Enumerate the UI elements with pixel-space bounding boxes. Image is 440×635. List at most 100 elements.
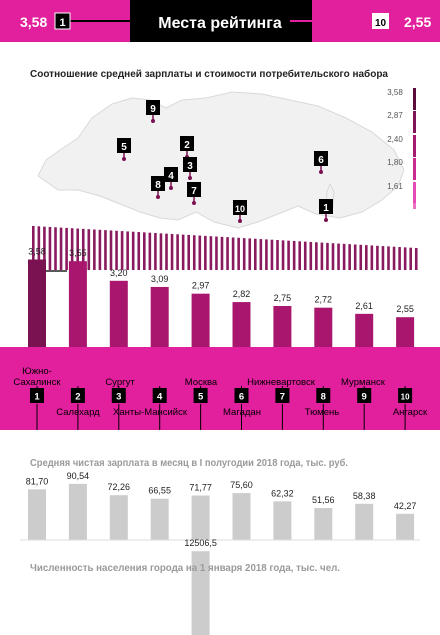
- rank-label: 4: [157, 392, 163, 403]
- stripe-bar: [403, 247, 407, 270]
- rank-badge: 4: [152, 388, 167, 403]
- salary-bar: [150, 498, 169, 540]
- city-name: Магадан: [223, 407, 261, 418]
- map-marker: 5: [117, 138, 131, 161]
- city-name: Москва: [185, 377, 218, 388]
- legend-tick: 2,87: [387, 111, 403, 120]
- salary-value-label: 72,26: [108, 482, 131, 492]
- map-marker: 9: [146, 100, 160, 123]
- rank-label: 10: [401, 393, 410, 402]
- map-marker: 3: [183, 157, 197, 180]
- city-name: Южно-Сахалинск: [13, 366, 61, 388]
- map-marker: 1: [319, 199, 333, 222]
- stripe-bar: [270, 239, 274, 270]
- header-right-rank-box: [372, 13, 389, 29]
- stripe-bar: [65, 227, 68, 270]
- salary-value-label: 58,38: [353, 491, 376, 501]
- rank-badge: 7: [275, 388, 290, 403]
- stripe-bar: [54, 227, 57, 270]
- stripe-bar: [93, 229, 96, 270]
- stripe-bar: [353, 244, 357, 270]
- stripe-bar: [414, 248, 418, 270]
- rank-badge: 3: [111, 388, 126, 403]
- legend-tick: 1,61: [387, 182, 403, 191]
- legend-tick: 2,40: [387, 135, 403, 144]
- salary-bar: [68, 483, 87, 540]
- stripe-bar: [143, 232, 146, 270]
- salary-bar: [355, 503, 374, 540]
- map-marker: 4: [164, 167, 178, 190]
- map-marker-label: 10: [235, 204, 245, 214]
- stripe-bar: [287, 240, 290, 270]
- rank-badge: 8: [316, 388, 331, 403]
- population-title: Численность населения города на 1 января…: [30, 562, 340, 574]
- salary-bar: [396, 513, 415, 540]
- city-name: Тюмень: [305, 407, 339, 418]
- stripe-bar: [292, 240, 296, 270]
- ratio-bar: [314, 307, 333, 348]
- legend-swatch: [413, 135, 416, 157]
- stripe-bar: [326, 242, 329, 270]
- ratio-value-label: 2,61: [355, 301, 373, 311]
- rank-badge: 10: [398, 388, 413, 403]
- stripe-bar: [376, 245, 379, 270]
- stripe-bar: [126, 231, 129, 270]
- salary-bar: [314, 508, 333, 540]
- population-bar: [191, 551, 210, 635]
- map-marker-label: 5: [121, 142, 127, 153]
- stripe-bar: [315, 242, 318, 270]
- stripe-bar: [109, 230, 113, 270]
- stripe-bar: [370, 245, 374, 270]
- legend-swatch: [413, 158, 416, 180]
- map-markers: 9 5 2 6 3 48 7 10 1: [117, 100, 333, 223]
- city-name: Ханты-Мансийск: [113, 407, 188, 418]
- map-marker-label: 4: [168, 171, 174, 182]
- rank-badge: 5: [193, 388, 208, 403]
- stripe-bar: [254, 238, 257, 270]
- city-name: Нижневартовск: [247, 377, 316, 388]
- ratio-bar: [232, 302, 251, 348]
- rank-badge: 6: [234, 388, 249, 403]
- stripe-bar: [392, 246, 396, 270]
- ratio-value-label: 3,20: [110, 268, 128, 278]
- stripe-bar: [337, 243, 340, 270]
- stripe-bar: [348, 244, 351, 270]
- stripe-bar: [220, 236, 224, 270]
- rank-badge: 2: [70, 388, 85, 403]
- stripe-bar: [409, 247, 412, 270]
- header-left-rank: 1: [59, 17, 65, 29]
- stripe-bar: [76, 228, 79, 270]
- map-marker: 10: [233, 200, 247, 223]
- ratio-bar: [396, 317, 415, 348]
- stripe-bar: [309, 241, 313, 270]
- ratio-bar: [273, 306, 292, 348]
- stripe-bar: [32, 226, 35, 270]
- header-left-rank-box: [54, 12, 71, 30]
- map-marker: 7: [187, 182, 201, 205]
- map-marker-label: 3: [187, 161, 193, 172]
- stripe-bar: [303, 241, 307, 270]
- decorative-stripes: [32, 226, 418, 270]
- map-marker: 8: [151, 176, 165, 199]
- salary-bar: [273, 501, 292, 540]
- ratio-bar: [191, 293, 210, 348]
- header-right-rank: 10: [375, 18, 387, 29]
- ratio-value-label: 2,55: [396, 304, 414, 314]
- salary-title: Средняя чистая зарплата в месяц в I полу…: [30, 457, 348, 469]
- legend-swatch: [413, 88, 416, 110]
- ratio-bar: [109, 280, 128, 348]
- ratio-bar: [355, 313, 374, 348]
- map-marker-label: 6: [318, 155, 324, 166]
- population-value-label: 12506,5: [184, 538, 217, 548]
- salary-bar-chart: 81,70 90,54 72,26 66,55 71,77 75,60 62,32 51,56…: [26, 471, 416, 540]
- map-marker-label: 9: [150, 104, 156, 115]
- salary-value-label: 51,56: [312, 495, 335, 505]
- stripe-bar: [137, 232, 141, 270]
- stripe-bar: [181, 234, 185, 270]
- ratio-value-label: 3,58: [28, 247, 46, 257]
- stripe-bar: [331, 243, 335, 270]
- stripe-bar: [120, 231, 124, 270]
- population-bar-chart: 199,049,2248,398,512506,592,8366,2768,42…: [184, 538, 217, 635]
- stripe-bar: [265, 239, 268, 270]
- city-name: Ангарск: [393, 407, 428, 418]
